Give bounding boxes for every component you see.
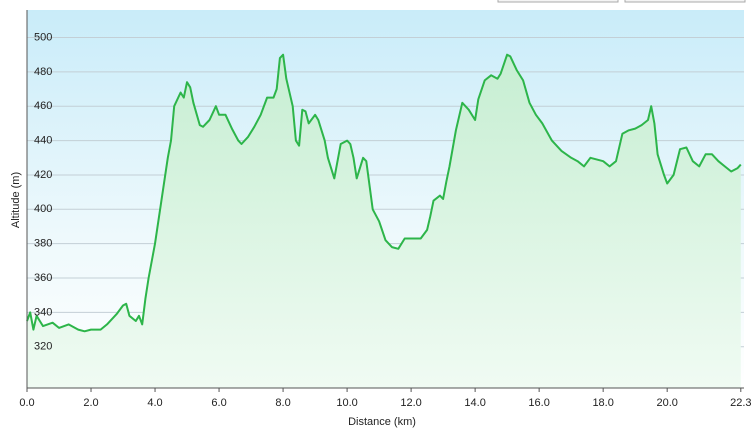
y-tick-label: 460 (34, 100, 52, 112)
x-tick-label: 10.0 (336, 397, 357, 409)
tab-button[interactable] (624, 0, 746, 3)
y-tick-label: 500 (34, 31, 52, 43)
area-fill (27, 54, 741, 388)
y-tick-label: 420 (34, 169, 52, 181)
y-tick-label: 360 (34, 272, 52, 284)
x-tick-label: 6.0 (211, 397, 226, 409)
x-tick-label: 20.0 (656, 397, 677, 409)
y-tick-label: 440 (34, 134, 52, 146)
x-tick-label: 0.0 (19, 397, 34, 409)
x-tick-label: 2.0 (83, 397, 98, 409)
tab-button[interactable] (497, 0, 619, 3)
y-tick-label: 340 (34, 306, 52, 318)
x-tick-label: 4.0 (147, 397, 162, 409)
y-tick-label: 320 (34, 341, 52, 353)
elevation-line (26, 53, 742, 333)
x-tick-label: 8.0 (275, 397, 290, 409)
y-tick-label: 480 (34, 66, 52, 78)
y-tick-label: 400 (34, 203, 52, 215)
x-tick-label: 14.0 (464, 397, 485, 409)
y-axis-label: Altitude (m) (10, 172, 22, 228)
y-tick-label: 380 (34, 238, 52, 250)
x-tick-label: 12.0 (400, 397, 421, 409)
x-tick-label: 22.3 (730, 397, 751, 409)
x-tick-label: 18.0 (592, 397, 613, 409)
x-axis-label: Distance (km) (348, 416, 416, 428)
x-tick-label: 16.0 (528, 397, 549, 409)
